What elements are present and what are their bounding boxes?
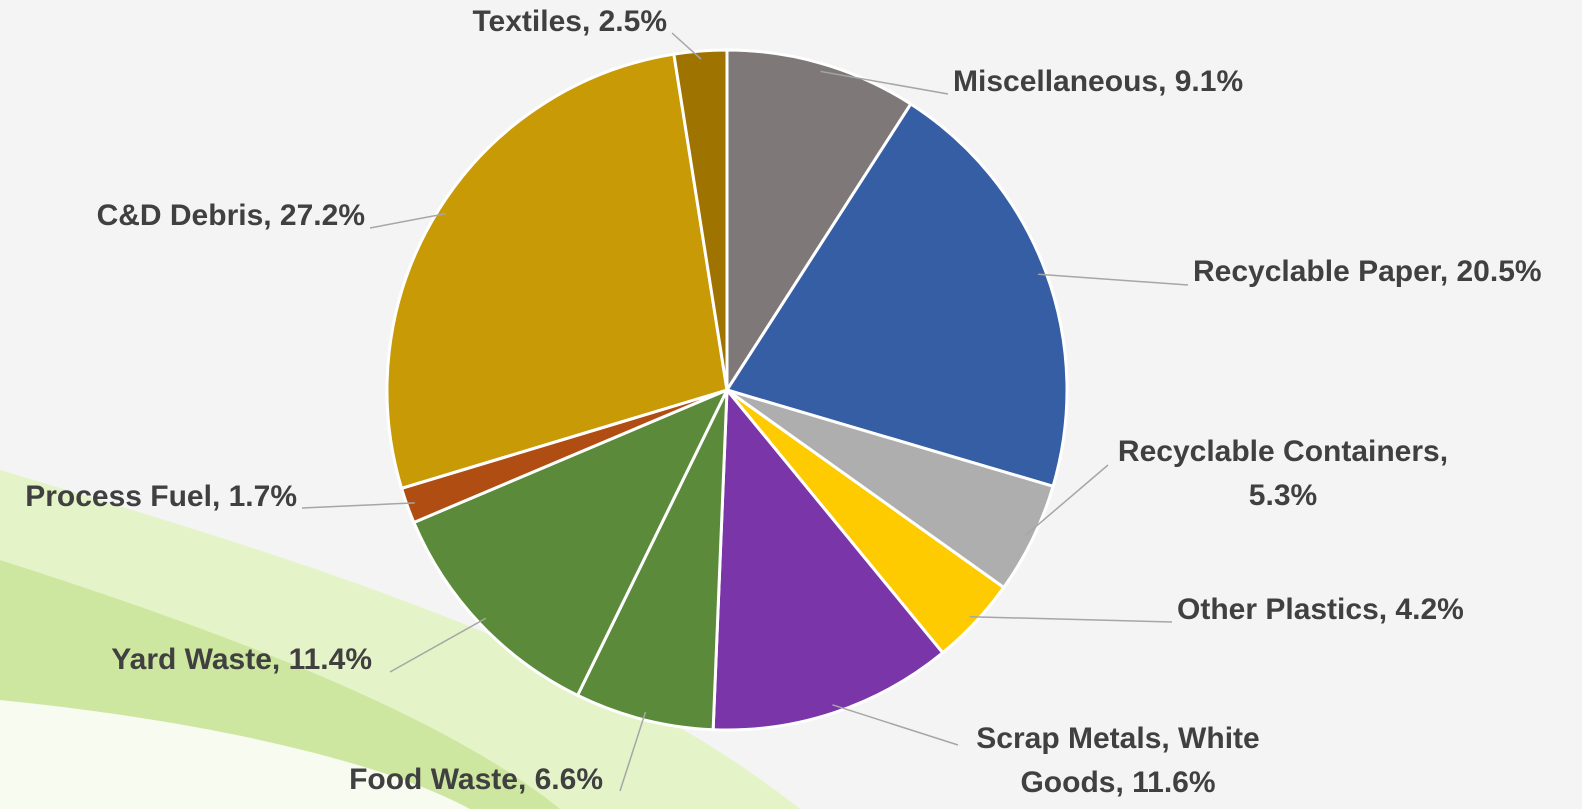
pie: [387, 50, 1067, 730]
data-label: Recyclable Containers, 5.3%: [1103, 430, 1463, 518]
data-label: Food Waste, 6.6%: [349, 758, 603, 802]
data-label: Yard Waste, 11.4%: [111, 638, 372, 682]
page: Miscellaneous, 9.1% Recyclable Paper, 20.…: [0, 0, 1582, 809]
leader-line: [1038, 274, 1188, 285]
data-label: Other Plastics, 4.2%: [1177, 588, 1464, 632]
data-label: Recyclable Paper, 20.5%: [1193, 250, 1542, 294]
leader-line: [970, 617, 1172, 622]
data-label: C&D Debris, 27.2%: [97, 194, 365, 238]
data-label: Miscellaneous, 9.1%: [953, 60, 1243, 104]
chart: [0, 0, 1582, 809]
data-label: Scrap Metals, White Goods, 11.6%: [953, 717, 1283, 805]
data-label: Process Fuel, 1.7%: [25, 475, 297, 519]
data-label: Textiles, 2.5%: [472, 0, 667, 44]
leader-line: [302, 503, 415, 508]
leader-line: [832, 705, 958, 745]
